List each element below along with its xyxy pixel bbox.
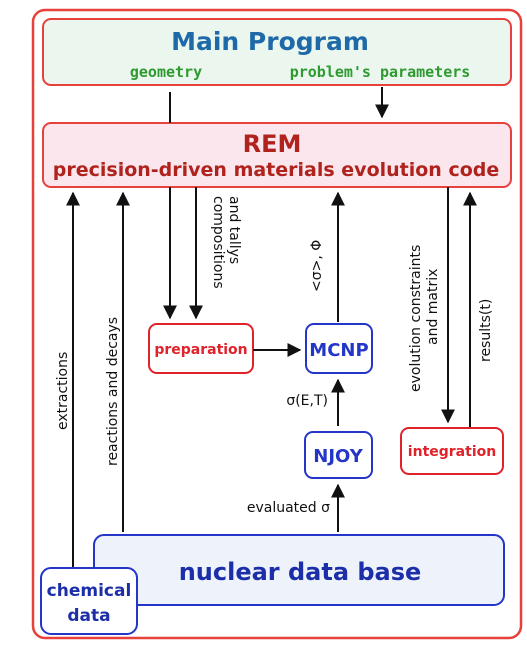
- chemical-data-box: chemical data: [40, 567, 138, 635]
- chemical-data-label-line2: data: [67, 606, 110, 626]
- integration-box: integration: [400, 427, 504, 475]
- rem-title: REM: [243, 130, 302, 158]
- preparation-label: preparation: [154, 342, 247, 358]
- rem-box: REM precision-driven materials evolution…: [42, 122, 512, 188]
- nuclear-data-base-box: nuclear data base: [93, 534, 505, 606]
- outer-frame: [31, 8, 523, 640]
- main-program-title: Main Program: [171, 27, 369, 56]
- integration-label: integration: [408, 444, 496, 460]
- njoy-label: NJOY: [313, 446, 363, 467]
- compositions-label-line2: and tallys: [226, 196, 242, 264]
- rem-subtitle: precision-driven materials evolution cod…: [53, 159, 500, 181]
- evaluated-sigma-label: evaluated σ: [247, 500, 330, 516]
- mcnp-label: MCNP: [309, 340, 368, 361]
- sigma-phi-label: <σ>, Φ: [309, 240, 325, 292]
- results-label: results(t): [478, 299, 494, 362]
- chemical-data-label-line1: chemical: [47, 581, 132, 601]
- main-program-box: Main Program geometry problem's paramete…: [42, 18, 512, 86]
- evolution-label-line1: evolution constraints: [408, 245, 424, 392]
- extractions-label: extractions: [55, 352, 71, 430]
- problem-parameters-label: problem's parameters: [290, 63, 471, 81]
- preparation-box: preparation: [148, 323, 254, 374]
- geometry-label: geometry: [130, 63, 202, 81]
- evolution-label-line2: and matrix: [425, 269, 441, 345]
- sigma-et-label: σ(E,T): [286, 393, 328, 409]
- njoy-box: NJOY: [304, 431, 373, 479]
- compositions-label-line1: compositions: [210, 196, 226, 289]
- reactions-decays-label: reactions and decays: [105, 317, 121, 466]
- mcnp-box: MCNP: [305, 323, 373, 374]
- nuclear-data-base-label: nuclear data base: [179, 558, 422, 586]
